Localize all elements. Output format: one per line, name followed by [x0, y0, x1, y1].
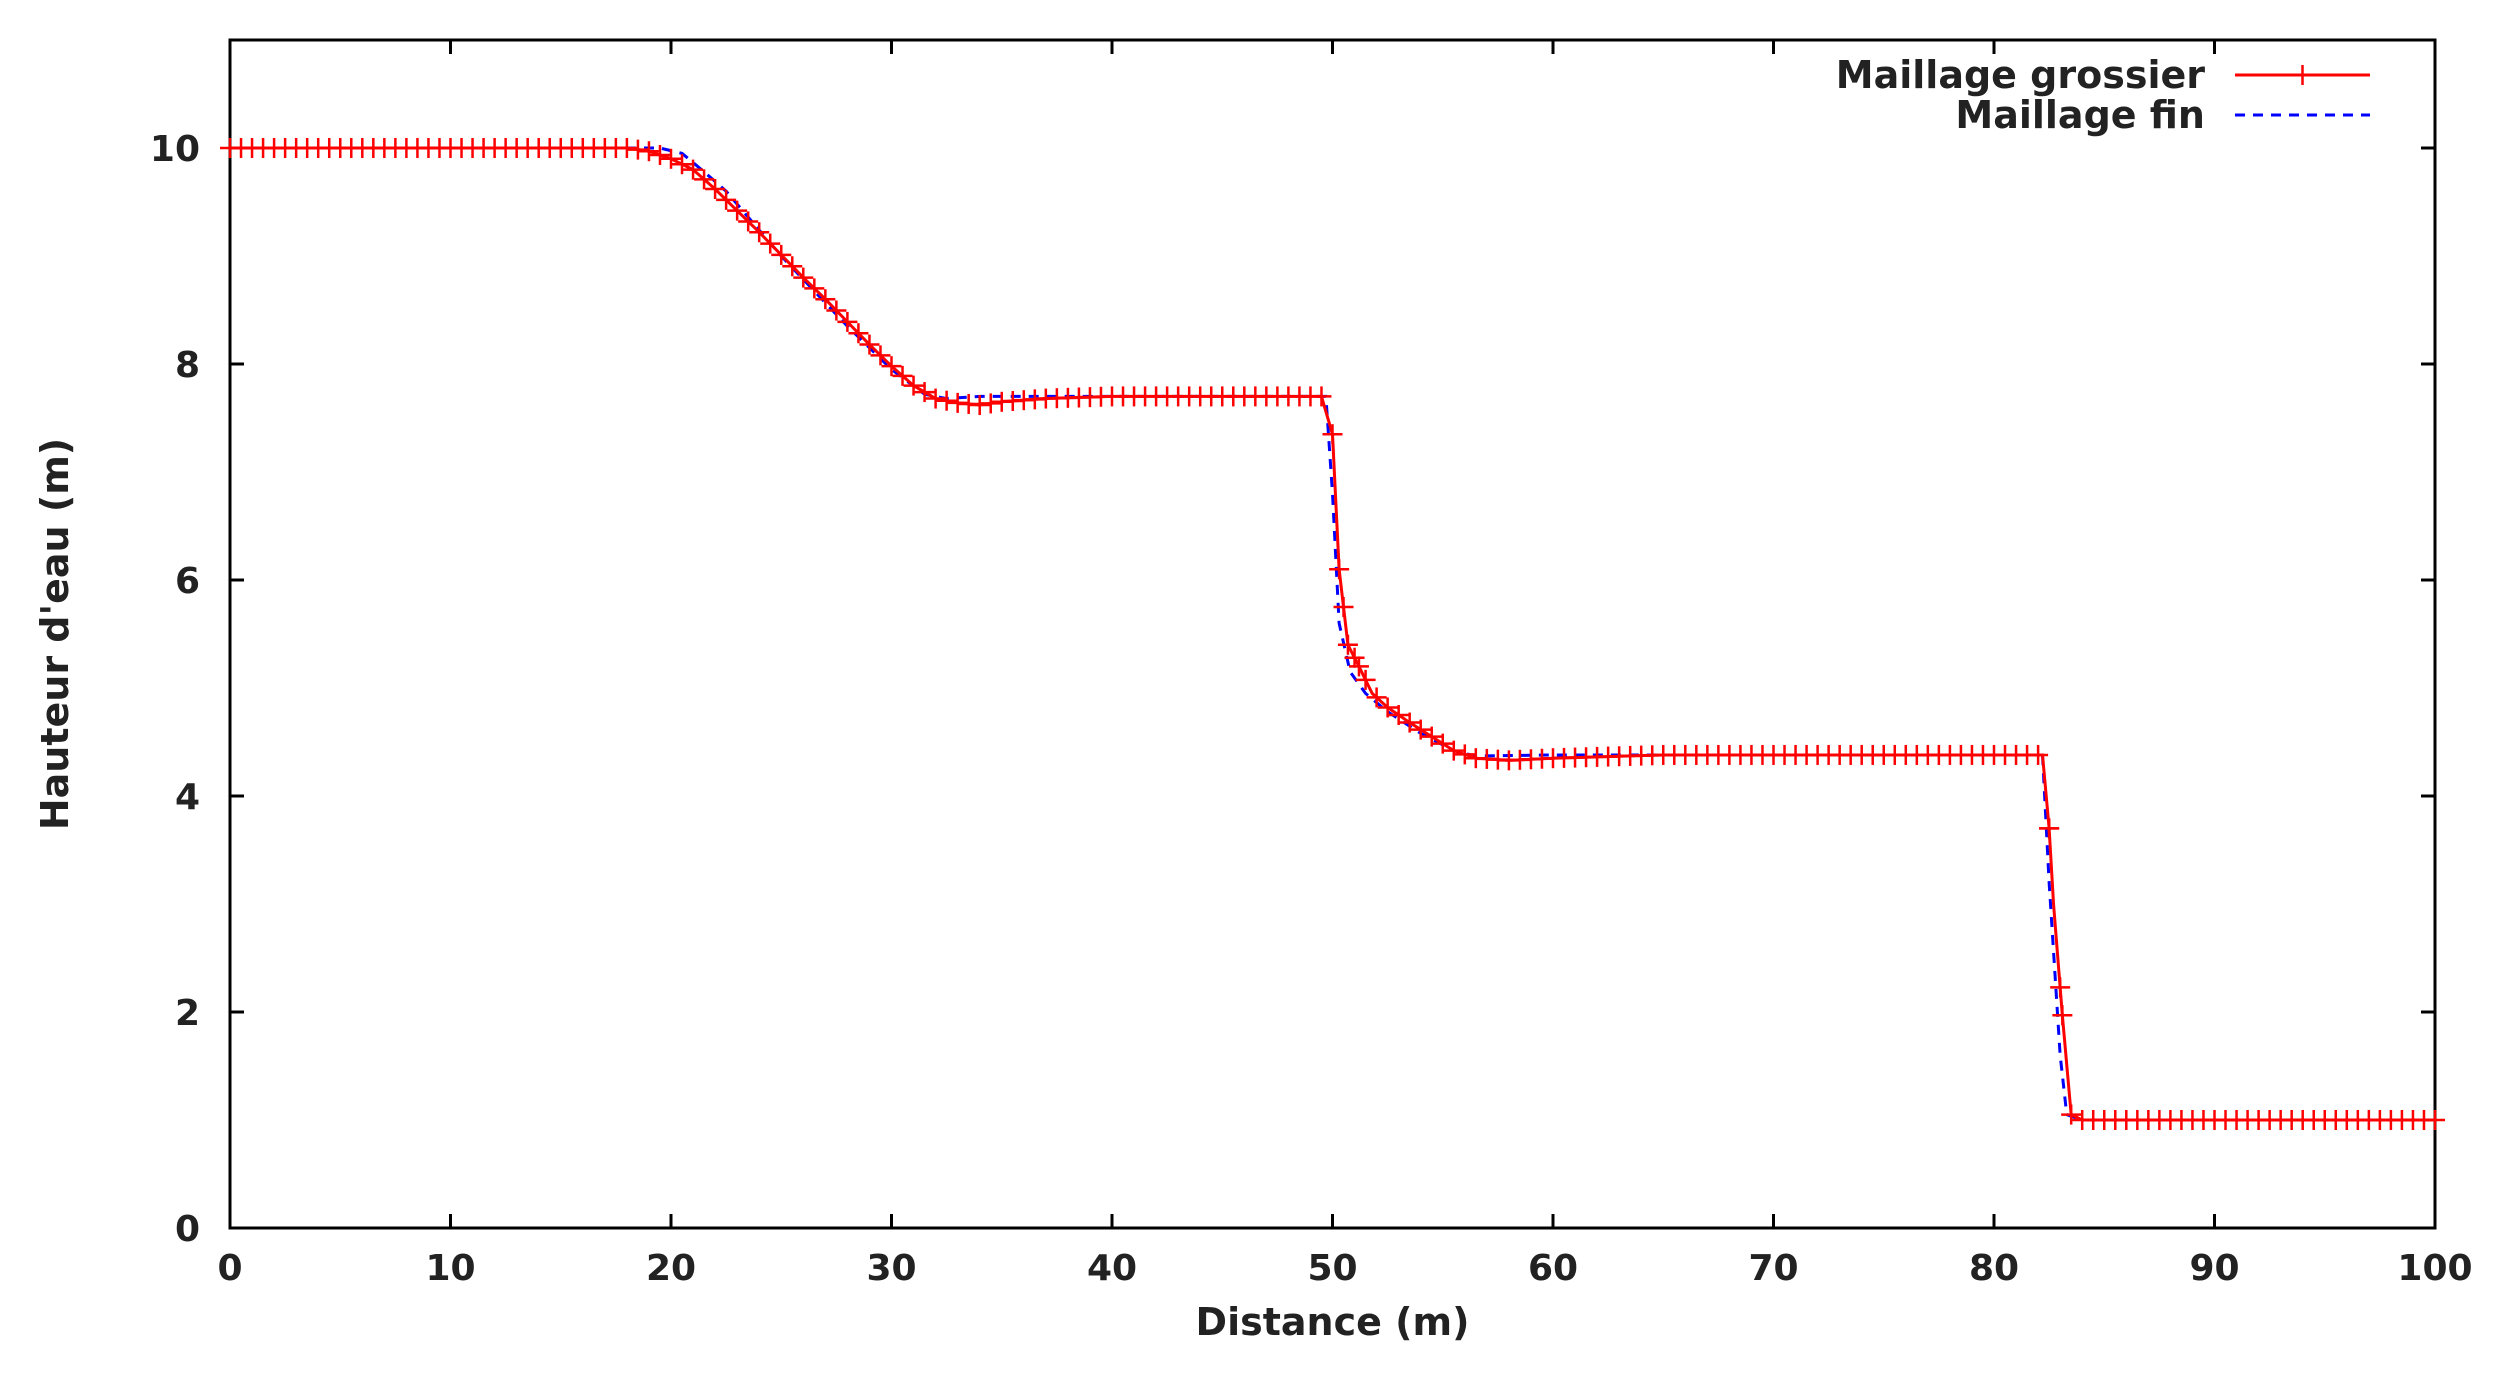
x-tick-label: 80	[1969, 1248, 2019, 1289]
series-layer	[220, 138, 2445, 1130]
marker-point	[859, 334, 880, 355]
marker-point	[2050, 977, 2071, 998]
marker-point	[627, 139, 648, 160]
marker-point	[683, 159, 704, 180]
marker-point	[980, 393, 1001, 414]
marker-point	[1399, 712, 1420, 733]
series-line-maillage-fin	[230, 146, 2435, 1122]
marker-point	[848, 323, 869, 344]
x-axis-label: Distance (m)	[1196, 1300, 1470, 1344]
marker-point	[936, 390, 957, 411]
marker-point	[925, 388, 946, 409]
marker-point	[638, 141, 659, 162]
y-tick-label: 8	[175, 345, 200, 386]
x-tick-label: 30	[866, 1248, 916, 1289]
marker-point	[616, 138, 637, 158]
y-tick-label: 10	[150, 129, 200, 170]
marker-point	[738, 211, 759, 232]
marker-point	[716, 189, 737, 210]
marker-point	[1388, 705, 1409, 725]
marker-point	[749, 222, 770, 243]
marker-point	[2425, 1110, 2445, 1130]
marker-point	[793, 267, 814, 288]
marker-point	[1344, 647, 1365, 668]
marker-point	[1454, 744, 1475, 765]
ticks: 0 10 20 30 40 50 60 70 80 90 100 0 2 4 6 8 10	[150, 40, 2473, 1289]
marker-point	[881, 356, 902, 377]
marker-point	[2061, 1104, 2082, 1125]
marker-point	[2028, 744, 2049, 765]
marker-point	[1311, 386, 1332, 407]
x-tick-label: 0	[217, 1248, 242, 1289]
marker-point	[1337, 634, 1358, 655]
marker-point	[903, 375, 924, 396]
marker-point	[969, 395, 990, 416]
marker-point	[782, 256, 803, 277]
marker-point	[1421, 726, 1442, 747]
x-tick-label: 60	[1528, 1248, 1578, 1289]
series-markers-maillage-grossier	[220, 138, 2445, 1130]
x-tick-label: 90	[2189, 1248, 2239, 1289]
marker-point	[771, 244, 792, 265]
marker-point	[1366, 687, 1387, 708]
marker-point	[837, 311, 858, 332]
marker-point	[1329, 559, 1350, 580]
marker-point	[760, 233, 781, 254]
marker-point	[826, 300, 847, 321]
marker-point	[1443, 740, 1464, 761]
x-tick-label: 50	[1307, 1248, 1357, 1289]
marker-point	[1322, 424, 1343, 445]
marker-point	[914, 382, 935, 403]
marker-point	[892, 365, 913, 386]
marker-point	[727, 200, 748, 221]
legend: Maillage grossier Maillage fin	[1836, 53, 2370, 137]
marker-point	[804, 278, 825, 299]
marker-point	[694, 169, 715, 190]
series-line-maillage-grossier	[230, 146, 2435, 1122]
y-tick-label: 0	[175, 1209, 200, 1250]
marker-point	[1410, 719, 1431, 740]
x-tick-label: 20	[646, 1248, 696, 1289]
marker-point	[1432, 733, 1453, 754]
marker-point	[1333, 597, 1354, 617]
legend-label-maillage-grossier: Maillage grossier	[1836, 53, 2205, 97]
x-tick-label: 70	[1748, 1248, 1798, 1289]
marker-point	[649, 145, 670, 166]
marker-point	[870, 345, 891, 366]
marker-point	[1348, 656, 1369, 677]
y-tick-label: 6	[175, 561, 200, 602]
y-tick-label: 4	[175, 777, 200, 818]
marker-point	[1355, 669, 1376, 690]
legend-label-maillage-fin: Maillage fin	[1955, 93, 2205, 137]
marker-point	[815, 289, 836, 310]
marker-point	[2052, 1005, 2073, 1026]
marker-point	[1377, 697, 1398, 718]
y-tick-label: 2	[175, 993, 200, 1034]
x-tick-label: 100	[2397, 1248, 2472, 1289]
marker-point	[705, 179, 726, 200]
plot-frame	[228, 38, 2437, 1230]
marker-point	[2039, 818, 2060, 839]
x-tick-label: 10	[425, 1248, 475, 1289]
marker-point	[672, 154, 693, 175]
x-tick-label: 40	[1087, 1248, 1137, 1289]
y-axis-label: Hauteur d'eau (m)	[33, 438, 77, 830]
marker-point	[661, 148, 681, 169]
